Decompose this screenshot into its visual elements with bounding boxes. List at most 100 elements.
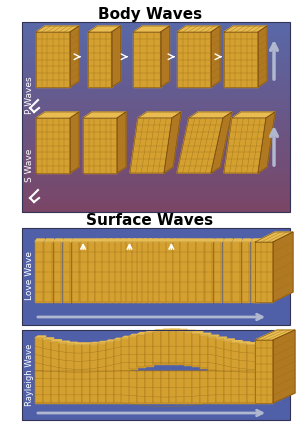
Bar (22, 356, 290, 357)
Polygon shape (208, 335, 219, 337)
Polygon shape (126, 242, 134, 302)
Polygon shape (70, 26, 79, 87)
Polygon shape (58, 371, 67, 403)
Bar (22, 301, 290, 303)
Bar (22, 314, 290, 316)
Polygon shape (82, 345, 90, 377)
Polygon shape (196, 239, 206, 242)
Bar (22, 180, 290, 184)
Polygon shape (122, 371, 130, 403)
Polygon shape (166, 239, 175, 242)
Polygon shape (255, 232, 293, 242)
Polygon shape (88, 32, 112, 87)
Bar (22, 98, 290, 102)
Polygon shape (36, 26, 79, 32)
Bar (22, 161, 290, 165)
Polygon shape (137, 239, 146, 242)
Polygon shape (102, 242, 110, 302)
Bar (22, 89, 290, 92)
Bar (22, 239, 290, 241)
Bar (22, 275, 290, 277)
Polygon shape (258, 112, 275, 173)
Bar (22, 238, 290, 240)
Polygon shape (205, 239, 214, 242)
Bar (22, 402, 290, 404)
Bar (22, 297, 290, 300)
Polygon shape (255, 330, 295, 340)
Bar (22, 410, 290, 411)
Bar (22, 107, 290, 111)
Polygon shape (145, 333, 153, 366)
Bar (22, 114, 290, 118)
Bar (22, 264, 290, 266)
Polygon shape (63, 239, 72, 242)
Polygon shape (159, 239, 169, 242)
Polygon shape (247, 371, 255, 403)
Polygon shape (137, 335, 145, 367)
Bar (22, 417, 290, 419)
Polygon shape (98, 342, 109, 344)
Polygon shape (122, 339, 130, 371)
Polygon shape (180, 242, 188, 302)
Polygon shape (239, 344, 247, 377)
Bar (22, 206, 290, 209)
Polygon shape (54, 242, 61, 302)
Bar (22, 276, 290, 279)
Polygon shape (232, 242, 240, 302)
Polygon shape (255, 242, 273, 302)
Polygon shape (71, 239, 81, 242)
Polygon shape (224, 26, 267, 32)
Bar (22, 69, 290, 73)
Bar (22, 246, 290, 248)
Bar (22, 41, 290, 45)
Polygon shape (129, 371, 137, 403)
Polygon shape (90, 342, 101, 345)
Polygon shape (132, 239, 141, 242)
Bar (22, 359, 290, 360)
Bar (22, 233, 290, 235)
Bar (22, 407, 290, 408)
Polygon shape (74, 343, 86, 345)
Polygon shape (148, 239, 157, 242)
Polygon shape (44, 239, 54, 242)
Bar (22, 228, 290, 325)
Polygon shape (166, 242, 173, 302)
Polygon shape (88, 239, 98, 242)
Polygon shape (211, 112, 232, 173)
Polygon shape (54, 239, 63, 242)
Polygon shape (88, 26, 121, 32)
Polygon shape (239, 371, 247, 403)
Polygon shape (214, 242, 221, 302)
Polygon shape (224, 118, 266, 173)
Bar (22, 73, 290, 76)
Bar (22, 143, 290, 146)
Polygon shape (232, 112, 275, 118)
Bar (22, 187, 290, 190)
Bar (22, 35, 290, 39)
Bar (22, 120, 290, 124)
Bar (22, 414, 290, 416)
Polygon shape (51, 340, 62, 342)
Bar (22, 171, 290, 175)
Bar (22, 286, 290, 288)
Bar (22, 241, 290, 243)
Bar (22, 130, 290, 134)
Bar (22, 330, 290, 420)
Polygon shape (161, 371, 169, 403)
Polygon shape (251, 242, 259, 302)
Polygon shape (114, 338, 125, 340)
Polygon shape (192, 371, 200, 403)
Bar (22, 416, 290, 417)
Polygon shape (114, 371, 122, 403)
Bar (22, 92, 290, 95)
Polygon shape (117, 112, 126, 173)
Polygon shape (74, 345, 83, 377)
Polygon shape (223, 239, 233, 242)
Polygon shape (95, 239, 105, 242)
Bar (22, 273, 290, 275)
Bar (22, 196, 290, 200)
Bar (22, 288, 290, 290)
Bar (22, 60, 290, 64)
Polygon shape (184, 332, 192, 365)
Bar (22, 411, 290, 413)
